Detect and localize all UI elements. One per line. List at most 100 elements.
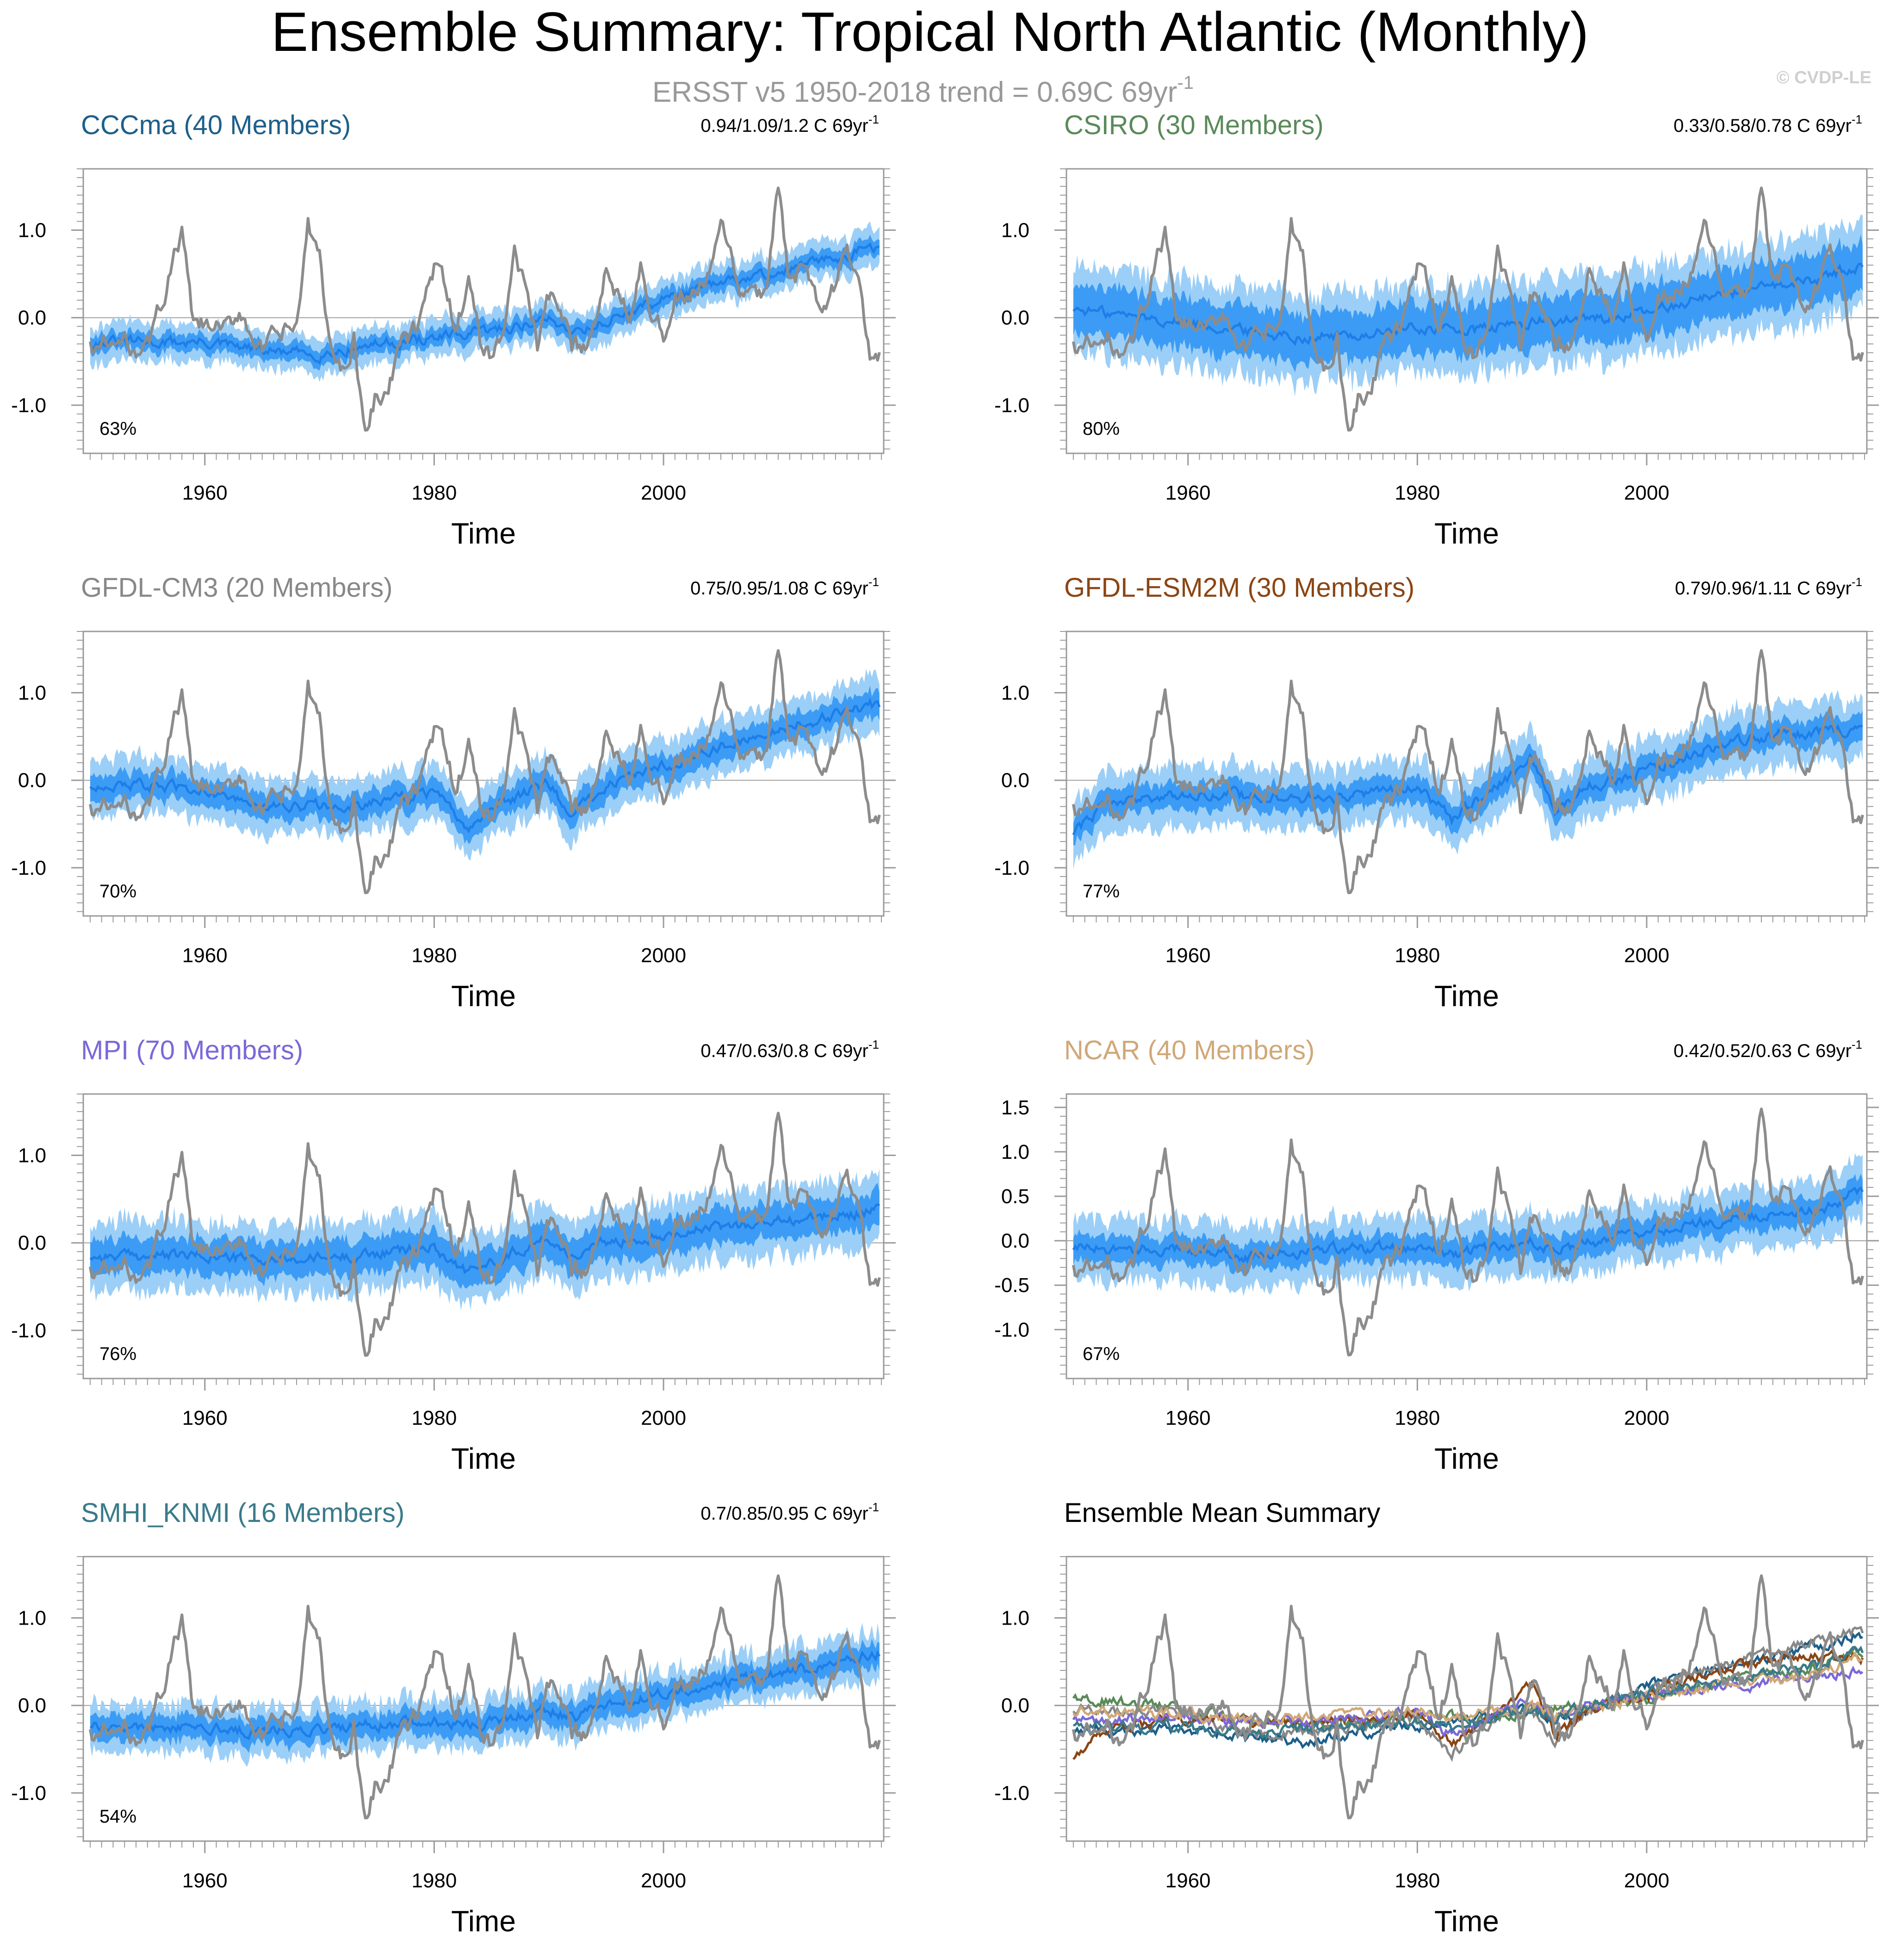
y-tick-label: 0.0 — [1001, 1230, 1029, 1252]
plot-area — [88, 1112, 881, 1357]
panel-title: Ensemble Mean Summary — [1064, 1498, 1380, 1528]
plot-frame — [82, 1556, 885, 1842]
ensemble-range-band — [1073, 690, 1863, 870]
plot-area — [88, 1574, 881, 1820]
y-tick-label: -1.0 — [11, 1319, 46, 1342]
trend-text: 0.42/0.52/0.63 C 69yr — [1673, 1041, 1852, 1061]
ensemble-mean-line — [1072, 1186, 1864, 1265]
x-tick-label: 1960 — [1165, 944, 1211, 967]
panel-title: MPI (70 Members) — [81, 1035, 303, 1065]
plot-frame — [1066, 1556, 1868, 1842]
ensemble-spread-band — [90, 685, 880, 844]
x-axis-label: Time — [451, 1442, 516, 1475]
x-tick-label: 1960 — [1165, 1869, 1211, 1892]
figure-subtitle: ERSST v5 1950-2018 trend = 0.69C 69yr-1 — [652, 73, 1194, 108]
x-tick-label: 2000 — [641, 944, 686, 967]
plot-area — [88, 186, 881, 432]
x-tick-label: 1960 — [182, 482, 228, 504]
y-tick-label: 1.0 — [18, 1607, 46, 1629]
ensemble-range-band — [90, 1169, 880, 1311]
x-axis-label: Time — [1434, 979, 1499, 1013]
y-tick-label: 1.0 — [18, 219, 46, 241]
trend-sup: -1 — [868, 112, 879, 126]
y-tick-label: 0.5 — [1001, 1185, 1029, 1208]
y-tick-label: 1.0 — [1001, 1607, 1029, 1629]
ensemble-mean-line — [1072, 723, 1863, 835]
panel-title: GFDL-ESM2M (30 Members) — [1064, 573, 1414, 603]
plot-frame — [82, 1093, 885, 1379]
ensemble-spread-band — [90, 1638, 880, 1753]
plot-frame — [1066, 631, 1868, 917]
observed-line — [88, 1112, 881, 1357]
x-tick-label: 1980 — [411, 944, 457, 967]
trend-text: 0.94/1.09/1.2 C 69yr — [700, 116, 868, 136]
trend-sup: -1 — [868, 1500, 879, 1514]
ensemble-range-band — [90, 668, 880, 861]
panel-grid: CCCma (40 Members) 0.94/1.09/1.2 C 69yr-1… — [11, 110, 1879, 1938]
panel-title: GFDL-CM3 (20 Members) — [81, 573, 393, 603]
percent-label: 67% — [1083, 1344, 1120, 1364]
x-axis-label: Time — [451, 979, 516, 1013]
panel-smhi-knmi: SMHI_KNMI (16 Members) 0.7/0.85/0.95 C 69… — [11, 1498, 896, 1938]
y-tick-label: 1.5 — [1001, 1096, 1029, 1119]
plot-area — [88, 649, 881, 895]
x-tick-label: 2000 — [1624, 1869, 1669, 1892]
percent-label: 76% — [99, 1344, 136, 1364]
y-tick-label: -1.0 — [994, 857, 1029, 879]
x-axis-label: Time — [451, 517, 516, 550]
y-tick-label: -1.0 — [11, 1782, 46, 1805]
panel-title: CSIRO (30 Members) — [1064, 110, 1324, 140]
y-tick-label: 1.0 — [1001, 219, 1029, 241]
plot-frame — [1066, 1093, 1868, 1379]
x-tick-label: 1980 — [1394, 1407, 1440, 1429]
percent-label: 54% — [99, 1806, 136, 1827]
plot-area — [1072, 1574, 1864, 1820]
panel-mpi: MPI (70 Members) 0.47/0.63/0.8 C 69yr-1-1… — [11, 1035, 896, 1475]
y-tick-label: 0.0 — [1001, 1694, 1029, 1717]
panel-gfdl-esm2m: GFDL-ESM2M (30 Members) 0.79/0.96/1.11 C … — [994, 573, 1879, 1013]
trend-sup: -1 — [1852, 112, 1862, 126]
y-tick-label: 1.0 — [1001, 1141, 1029, 1163]
y-tick-label: 0.0 — [18, 307, 46, 329]
x-tick-label: 2000 — [641, 1869, 686, 1892]
observed-line — [1072, 1107, 1864, 1357]
panel-gfdl-cm3: GFDL-CM3 (20 Members) 0.75/0.95/1.08 C 69… — [11, 573, 896, 1013]
panel-ncar: NCAR (40 Members) 0.42/0.52/0.63 C 69yr-1… — [994, 1035, 1879, 1475]
subtitle-text: ERSST v5 1950-2018 trend = 0.69C 69yr — [652, 76, 1177, 108]
x-tick-label: 2000 — [1624, 482, 1669, 504]
percent-label: 63% — [99, 419, 136, 439]
x-tick-label: 1980 — [411, 482, 457, 504]
observed-line — [88, 1574, 881, 1820]
x-axis-label: Time — [1434, 1904, 1499, 1938]
plot-area — [1072, 186, 1864, 432]
panel-csiro: CSIRO (30 Members) 0.33/0.58/0.78 C 69yr-… — [994, 110, 1879, 550]
y-tick-label: 0.0 — [18, 1232, 46, 1255]
x-axis-label: Time — [1434, 517, 1499, 550]
panel-cccma: CCCma (40 Members) 0.94/1.09/1.2 C 69yr-1… — [11, 110, 896, 550]
percent-label: 70% — [99, 881, 136, 902]
x-tick-label: 1980 — [1394, 1869, 1440, 1892]
y-tick-label: -1.0 — [11, 857, 46, 879]
ensemble-spread-band — [1073, 710, 1863, 846]
percent-label: 77% — [1083, 881, 1120, 902]
trend-text: 0.79/0.96/1.11 C 69yr — [1675, 578, 1852, 599]
x-tick-label: 1960 — [182, 944, 228, 967]
credit-label: © CVDP-LE — [1777, 68, 1871, 87]
y-tick-label: 0.0 — [18, 769, 46, 792]
trend-sup: -1 — [868, 1038, 879, 1051]
x-tick-label: 1960 — [182, 1407, 228, 1429]
y-tick-label: 0.0 — [18, 1694, 46, 1717]
panel-trend-label: 0.94/1.09/1.2 C 69yr-1 — [700, 112, 879, 136]
ensemble-spread-band — [90, 1183, 880, 1289]
y-tick-label: -1.0 — [994, 1782, 1029, 1805]
panel-trend-label: 0.42/0.52/0.63 C 69yr-1 — [1673, 1038, 1862, 1061]
x-tick-label: 1980 — [1394, 944, 1440, 967]
ensemble-mean-line — [89, 242, 880, 365]
panel-title: SMHI_KNMI (16 Members) — [81, 1498, 404, 1528]
observed-line — [88, 186, 881, 432]
trend-sup: -1 — [868, 575, 879, 589]
x-tick-label: 1980 — [411, 1869, 457, 1892]
x-tick-label: 2000 — [1624, 1407, 1669, 1429]
observed-line — [1072, 1574, 1864, 1820]
y-tick-label: -1.0 — [11, 394, 46, 417]
